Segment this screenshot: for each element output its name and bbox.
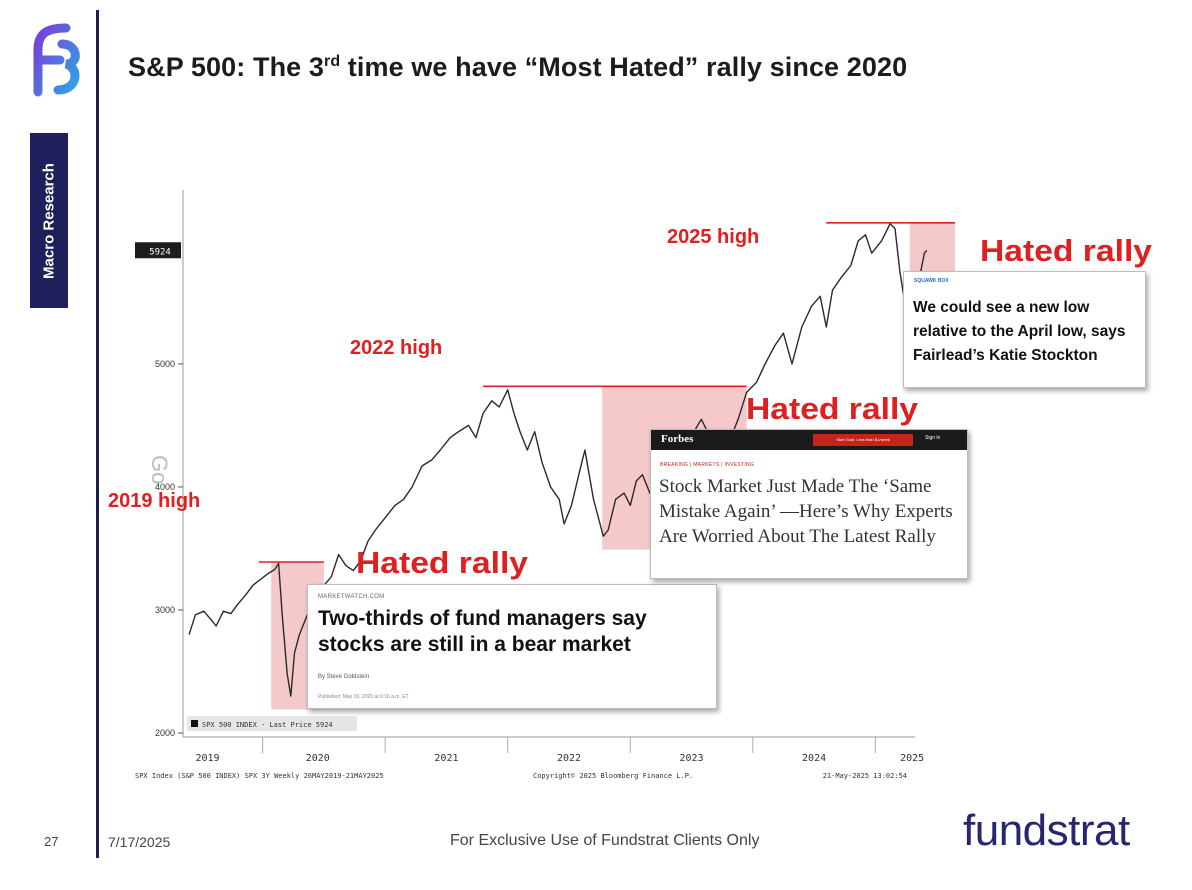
slide-date: 7/17/2025 [108,834,171,850]
y-tick-label: 3000 [155,605,175,615]
squawk-callout: SQUAWK BOX We could see a new low relati… [903,271,1146,388]
high-label-1: 2019 high [108,490,200,512]
fundstrat-logo-icon [33,23,80,97]
chart-footer-mid: Copyright© 2025 Bloomberg Finance L.P. [533,772,693,780]
marketwatch-source: MARKETWATCH.COM [318,594,385,600]
legend-box [187,716,357,731]
high-label-2: 2022 high [350,337,442,359]
marketwatch-published: Published: May 19, 2020 at 6:16 a.m. ET [318,694,409,700]
y-tick-label: 4000 [155,482,175,492]
squawk-tag: SQUAWK BOX [914,278,949,284]
squawk-headline: We could see a new low relative to the A… [913,299,1126,364]
marketwatch-headline: Two-thirds of fund managers say stocks a… [318,607,647,656]
marketwatch-byline: By Steve Goldstein [318,674,370,680]
x-tick-label: 2022 [557,753,581,764]
y-tick-label: 2000 [155,728,175,738]
hated-rally-label-1: Hated rally [356,545,529,580]
x-tick-label: 2019 [195,753,219,764]
last-price-label: 5924 [149,247,171,257]
vertical-divider [96,10,99,858]
x-tick-label: 2023 [679,753,703,764]
chart-axes: 2000 3000 4000 5000 2019 2020 2021 2022 2023 2024… [135,190,924,780]
title-main: S&P 500: The 3 [128,52,324,82]
hated-rally-label-2: Hated rally [746,391,919,426]
y-tick-label: 5000 [155,359,175,369]
legend-swatch [191,720,198,727]
forbes-subscribe-button[interactable]: Start Gold: Less than $1/week [813,434,913,446]
forbes-header-bar: Forbes Start Gold: Less than $1/week Sig… [651,430,967,450]
forbes-signin-link[interactable]: Sign in [925,435,941,441]
forbes-tag: BREAKING | MARKETS | INVESTING [660,462,755,468]
high-level-lines [258,222,955,563]
brand-wordmark: fundstrat [963,806,1130,855]
chart-footer-left: SPX Index (S&P 500 INDEX) SPX 3Y Weekly … [135,772,384,780]
chart-labels: 2019 high 2022 high 2025 high Hated rally Ha… [108,226,1153,580]
price-series-line-1 [188,223,928,697]
marketwatch-callout: MARKETWATCH.COM Two-thirds of fund manag… [307,584,717,709]
forbes-brand: Forbes [661,433,694,445]
title-rest: time we have “Most Hated” rally since 20… [340,52,908,82]
x-tick-label: 2020 [306,753,330,764]
high-label-3: 2025 high [667,226,759,248]
x-tick-label: 2025 [900,753,924,764]
slide-title: S&P 500: The 3rd time we have “Most Hate… [128,52,907,83]
x-tick-label: 2024 [802,753,826,764]
legend-label: SPX 500 INDEX - Last Price 5924 [202,721,333,729]
price-line-layer [188,223,928,697]
chart-footer-right: 21-May-2025 13:02:54 [823,772,907,780]
sidebar-tab: Macro Research [30,133,68,308]
bloomberg-watermark: Go [147,455,172,484]
forbes-headline: Stock Market Just Made The ‘Same Mistake… [659,476,953,547]
title-superscript: rd [324,53,341,70]
page-number: 27 [44,834,59,849]
hated-rally-label-3: Hated rally [980,233,1153,268]
footer-disclaimer: For Exclusive Use of Fundstrat Clients O… [450,832,760,849]
last-price-box [135,242,181,259]
x-tick-label: 2021 [434,753,458,764]
forbes-callout: Forbes Start Gold: Less than $1/week Sig… [650,429,968,579]
